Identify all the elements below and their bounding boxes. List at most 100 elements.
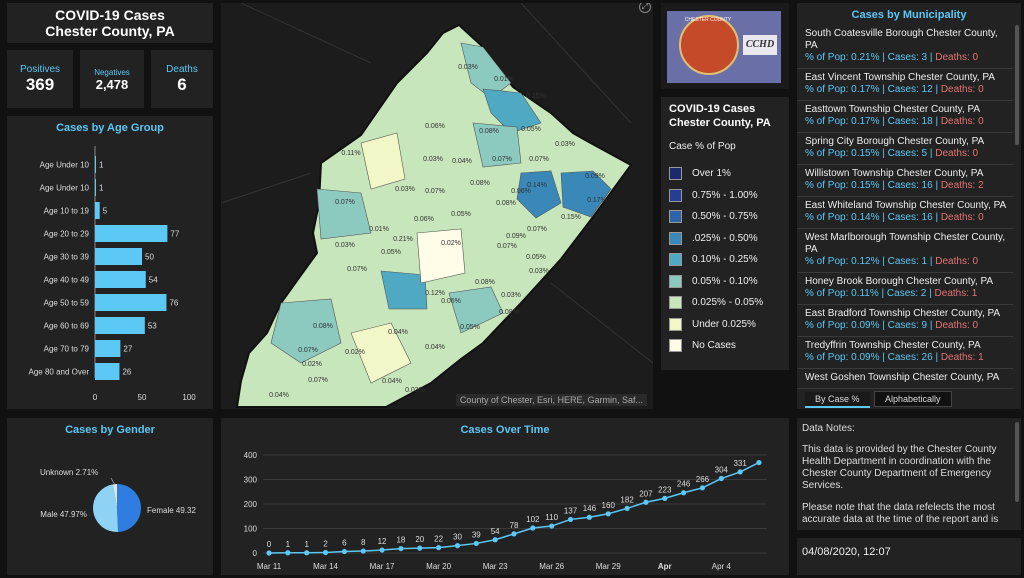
municipality-pop-cases: % of Pop: 0.15% | Cases: 5 |	[805, 148, 936, 159]
time-point[interactable]	[737, 469, 743, 475]
notes-heading: Data Notes:	[802, 423, 855, 434]
age-bar[interactable]	[95, 294, 167, 311]
map-road	[240, 3, 372, 64]
map-percent-label: 0.05%	[521, 126, 541, 133]
age-bar[interactable]	[95, 248, 142, 265]
age-category-label: Age 20 to 29	[44, 230, 90, 239]
municipality-item[interactable]: Spring City Borough Chester County, PA% …	[797, 133, 1013, 165]
time-point-label: 137	[564, 506, 578, 515]
time-point[interactable]	[436, 545, 442, 551]
age-bar[interactable]	[95, 156, 96, 173]
tab-by-case[interactable]: By Case %	[805, 392, 870, 408]
notes-paragraph-1: This data is provided by the Chester Cou…	[802, 444, 997, 491]
time-point[interactable]	[398, 545, 404, 552]
age-bar-value: 27	[123, 345, 132, 354]
age-bar[interactable]	[95, 271, 146, 288]
legend-label: 0.05% - 0.10%	[692, 275, 758, 287]
time-point-label: 0	[267, 540, 272, 549]
legend-label: 0.025% - 0.05%	[692, 297, 764, 309]
logo-panel: CHESTER COUNTY CCHD	[661, 3, 789, 89]
municipality-shape	[560, 170, 612, 218]
municipality-item[interactable]: Easttown Township Chester County, PA% of…	[797, 101, 1013, 133]
age-bar[interactable]	[95, 340, 121, 357]
municipality-item[interactable]: East Whiteland Township Chester County, …	[797, 197, 1013, 229]
expand-icon[interactable]: ⤢	[639, 3, 651, 13]
municipality-stats: % of Pop: 0.12% | Cases: 1 | Deaths: 0	[805, 256, 1007, 268]
map-percent-label: 0.02%	[302, 361, 322, 368]
notes-scrollbar[interactable]	[1015, 422, 1019, 502]
age-bar[interactable]	[95, 317, 145, 334]
time-point[interactable]	[718, 475, 724, 482]
age-bar-value: 26	[122, 368, 131, 377]
municipality-stats: % of Pop: 0.09% | Cases: 9 | Deaths: 0	[805, 320, 1007, 332]
municipality-item[interactable]: East Vincent Township Chester County, PA…	[797, 69, 1013, 101]
age-bar-value: 1	[99, 161, 104, 170]
municipality-item[interactable]: Honey Brook Borough Chester County, PA% …	[797, 273, 1013, 305]
time-x-tick: Mar 17	[370, 562, 395, 571]
time-x-tick: Apr	[658, 562, 672, 571]
legend-swatch	[669, 339, 682, 352]
map-percent-label: 0.12%	[425, 290, 445, 297]
pie-slice[interactable]	[117, 484, 142, 532]
time-point[interactable]	[586, 514, 592, 520]
time-point[interactable]	[266, 550, 272, 556]
time-point[interactable]	[681, 490, 687, 496]
time-point-label: 12	[378, 537, 387, 546]
pie-slice[interactable]	[92, 484, 119, 532]
age-bar[interactable]	[95, 363, 120, 380]
time-point[interactable]	[511, 531, 517, 537]
municipality-name: East Whiteland Township Chester County, …	[805, 200, 1007, 211]
municipality-panel: Cases by Municipality South Coatesville …	[797, 3, 1021, 409]
map-road	[550, 282, 653, 364]
seal-text: CHESTER COUNTY	[684, 17, 732, 23]
map-percent-label: 0.07%	[527, 226, 547, 233]
time-point[interactable]	[699, 485, 706, 491]
time-point[interactable]	[322, 549, 329, 556]
municipality-shape	[316, 188, 372, 240]
municipality-item[interactable]: East Bradford Township Chester County, P…	[797, 305, 1013, 337]
time-point-label: 6	[342, 539, 347, 548]
time-point[interactable]	[605, 511, 611, 517]
time-point[interactable]	[756, 459, 762, 466]
municipality-name: East Bradford Township Chester County, P…	[805, 308, 1001, 319]
time-point[interactable]	[492, 537, 498, 543]
county-map[interactable]: 0.03% 0.01% 0.15% 0.06% 0.08% 0.05% 0.03% 0.11%…	[221, 3, 653, 409]
map-panel[interactable]: 0.03% 0.01% 0.15% 0.06% 0.08% 0.05% 0.03% 0.11%…	[221, 3, 653, 409]
legend-item: .025% - 0.50%	[669, 231, 758, 246]
map-percent-label: 0.08%	[496, 200, 516, 207]
time-point-label: 304	[715, 466, 729, 475]
map-percent-label: 0.09%	[506, 233, 526, 240]
time-point[interactable]	[662, 495, 668, 501]
time-point[interactable]	[530, 525, 536, 531]
time-point[interactable]	[285, 550, 291, 556]
time-point[interactable]	[567, 516, 574, 523]
time-point-label: 223	[658, 485, 672, 494]
time-point[interactable]	[643, 499, 649, 505]
age-bar[interactable]	[95, 202, 100, 219]
scrollbar[interactable]	[1015, 25, 1019, 145]
age-bar[interactable]	[95, 179, 96, 196]
pie-slice[interactable]	[112, 484, 117, 508]
municipality-item[interactable]: Willistown Township Chester County, PA% …	[797, 165, 1013, 197]
time-point[interactable]	[454, 543, 461, 549]
time-point[interactable]	[379, 547, 385, 553]
municipality-item[interactable]: West Goshen Township Chester County, PA	[797, 369, 1013, 389]
tab-alphabetically[interactable]: Alphabetically	[873, 391, 952, 407]
municipality-item[interactable]: Tredyffrin Township Chester County, PA% …	[797, 337, 1013, 369]
time-point[interactable]	[304, 550, 310, 556]
map-percent-label: 0.05%	[526, 254, 546, 261]
time-point-label: 30	[453, 533, 462, 542]
time-point[interactable]	[360, 548, 366, 554]
positives-card: Positives 369	[7, 50, 73, 108]
time-point[interactable]	[549, 523, 555, 529]
time-point[interactable]	[417, 545, 423, 551]
time-point[interactable]	[341, 548, 347, 555]
map-percent-label: 0.03%	[529, 268, 549, 275]
municipality-item[interactable]: West Marlborough Township Chester County…	[797, 229, 1013, 273]
age-bar[interactable]	[95, 225, 168, 242]
municipality-list[interactable]: South Coatesville Borough Chester County…	[797, 25, 1013, 389]
time-point[interactable]	[473, 540, 479, 547]
time-point[interactable]	[624, 505, 630, 512]
municipality-item[interactable]: South Coatesville Borough Chester County…	[797, 25, 1013, 69]
